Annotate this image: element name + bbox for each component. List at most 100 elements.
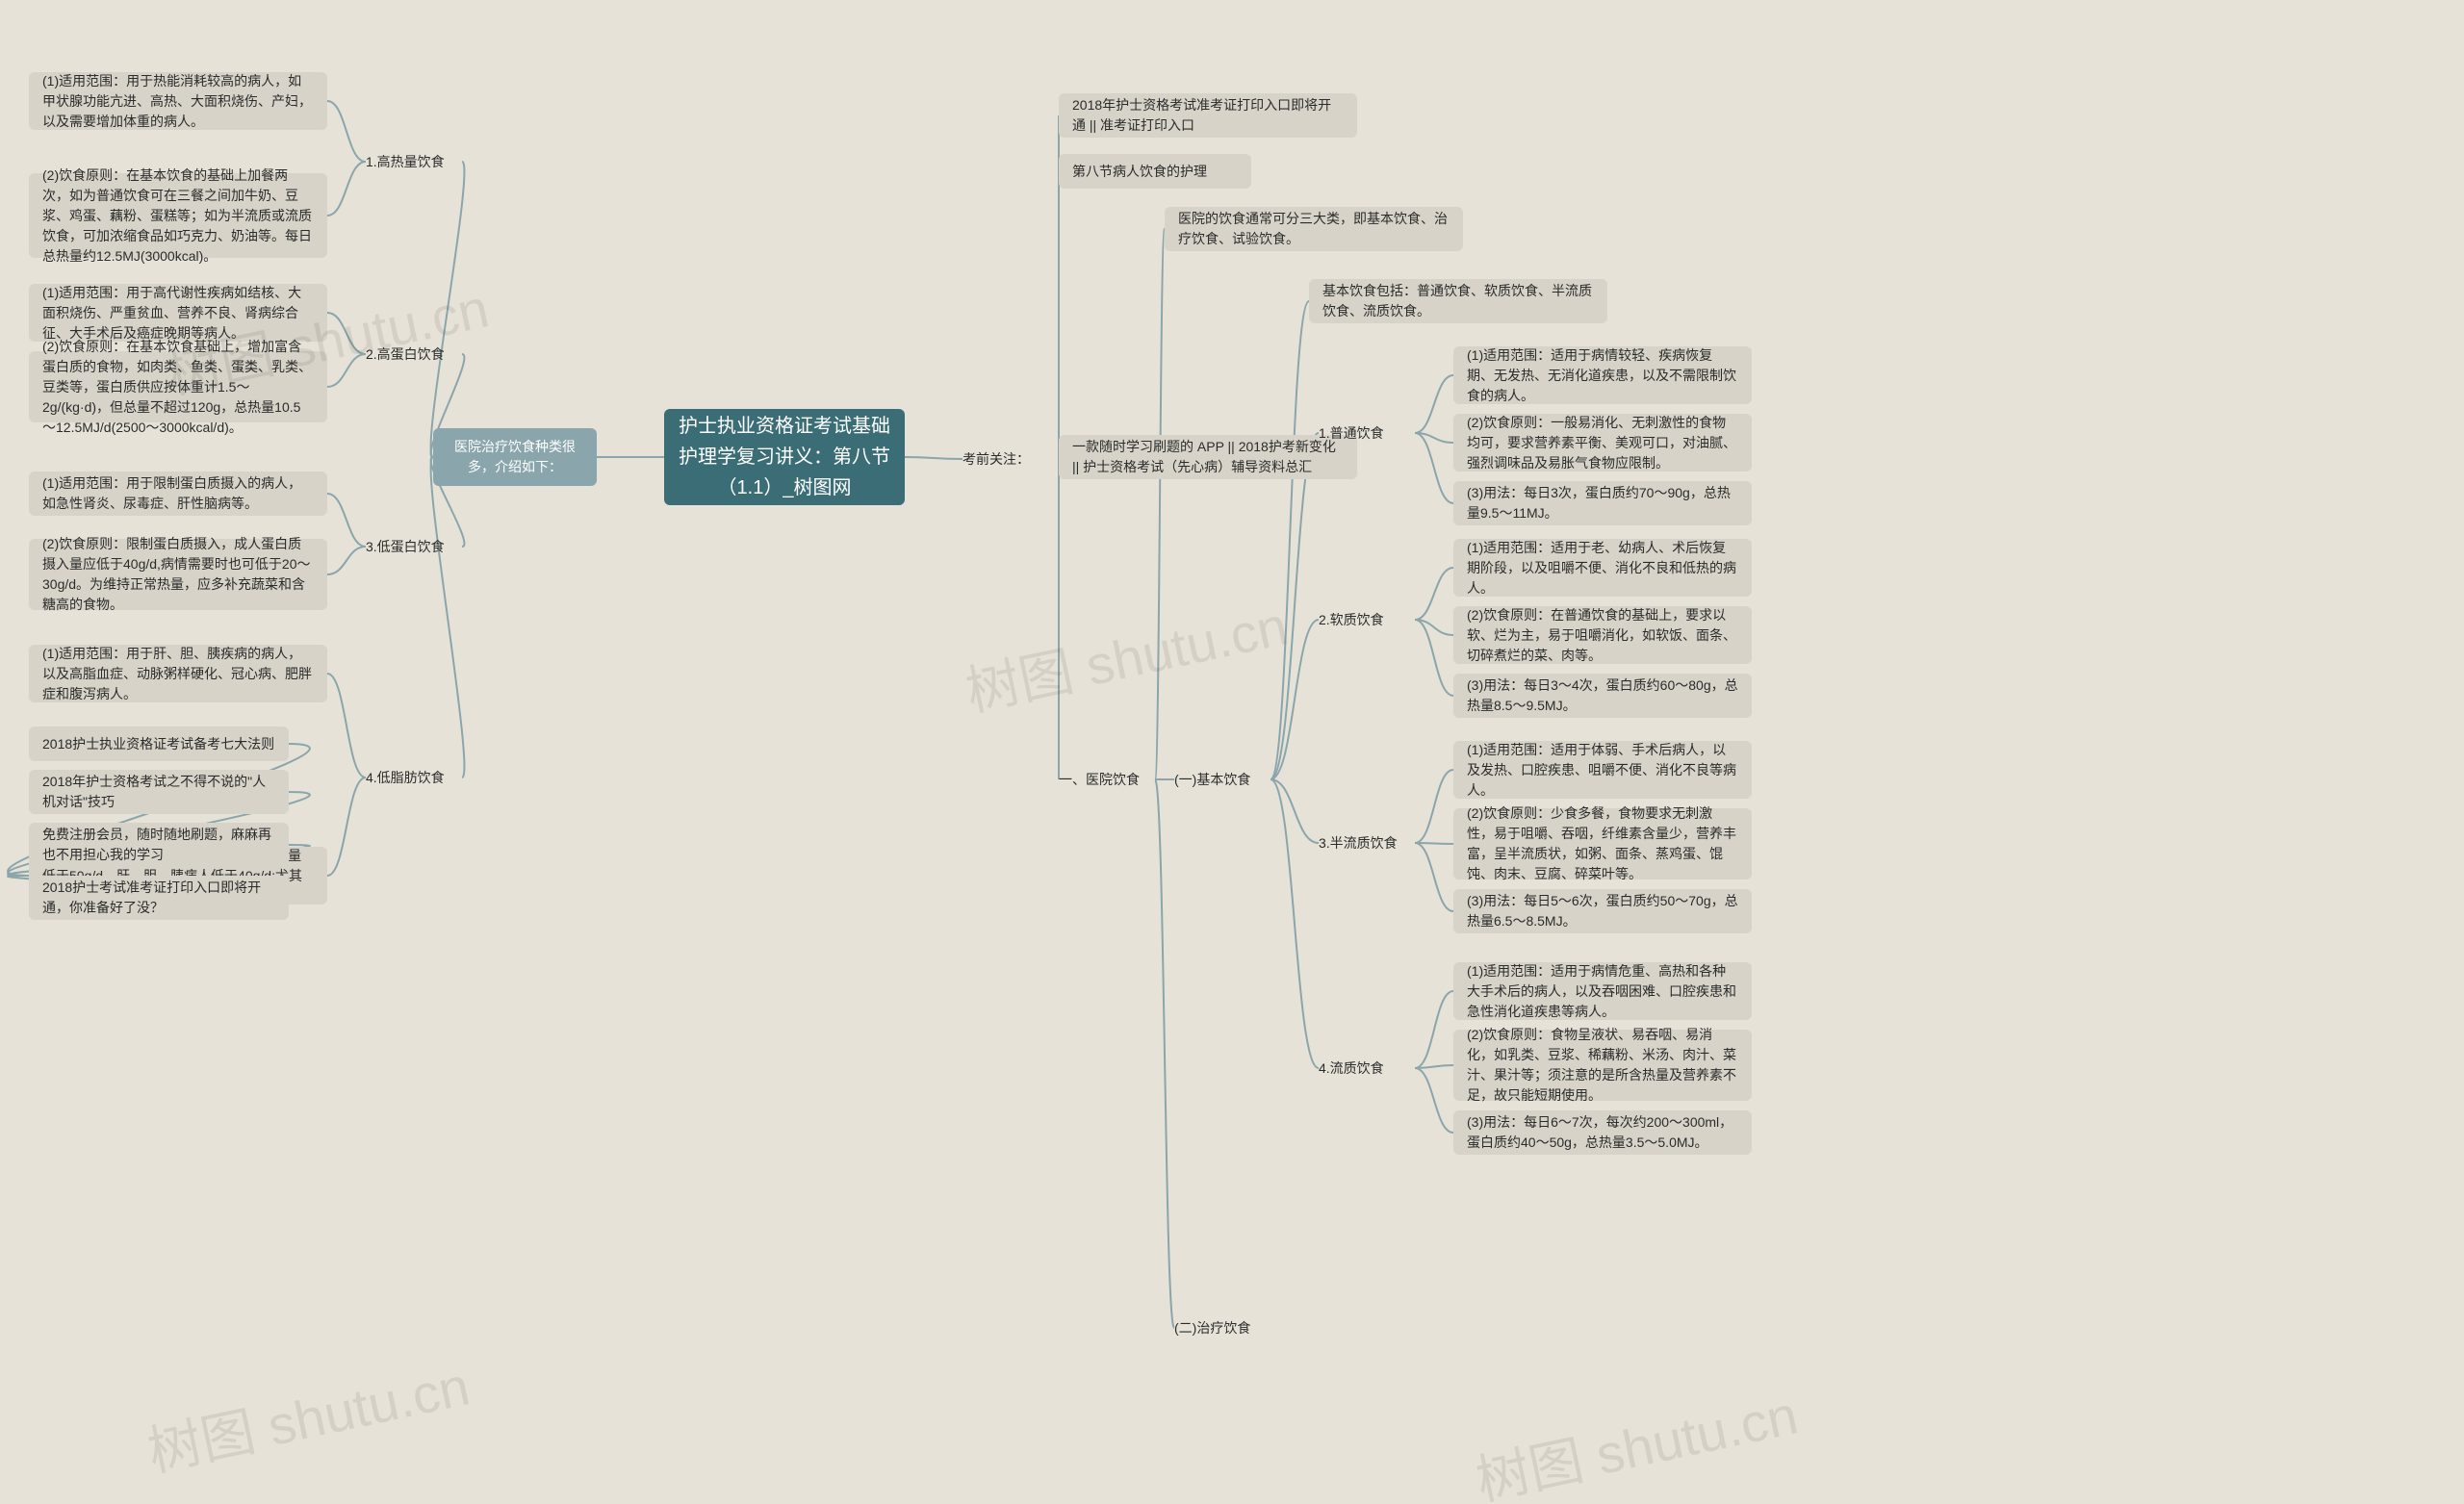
mindmap-leaf-bl4: 2018护士考试准考证打印入口即将开通，你准备好了没？ bbox=[29, 876, 289, 920]
mindmap-leaf-intro: 医院的饮食通常可分三大类，即基本饮食、治疗饮食、试验饮食。 bbox=[1165, 207, 1463, 251]
mindmap-text-高热量: 1.高热量饮食 bbox=[366, 152, 445, 171]
mindmap-leaf-r2: 第八节病人饮食的护理 bbox=[1059, 154, 1251, 189]
node-label: 2018护士执业资格证考试备考七大法则 bbox=[42, 734, 274, 754]
node-label: 基本饮食包括：普通饮食、软质饮食、半流质饮食、流质饮食。 bbox=[1322, 281, 1594, 321]
mindmap-leaf-gd2: (2)饮食原则：在基本饮食基础上，增加富含蛋白质的食物，如肉类、鱼类、蛋类、乳类… bbox=[29, 351, 327, 422]
mindmap-leaf-basic_intro: 基本饮食包括：普通饮食、软质饮食、半流质饮食、流质饮食。 bbox=[1309, 279, 1607, 323]
node-label: (3)用法：每日3～4次，蛋白质约60～80g，总热量8.5～9.5MJ。 bbox=[1467, 676, 1738, 716]
node-label: (1)适用范围：用于热能消耗较高的病人，如甲状腺功能亢进、高热、大面积烧伤、产妇… bbox=[42, 71, 314, 132]
mindmap-text-考前关注: 考前关注： bbox=[962, 449, 1030, 469]
node-label: (2)饮食原则：在基本饮食基础上，增加富含蛋白质的食物，如肉类、鱼类、蛋类、乳类… bbox=[42, 337, 314, 438]
connector bbox=[1415, 843, 1453, 911]
connector bbox=[327, 547, 366, 574]
mindmap-text-流质饮食: 4.流质饮食 bbox=[1319, 1058, 1384, 1078]
connector bbox=[1270, 779, 1319, 1068]
mindmap-leaf-dz1: (1)适用范围：用于肝、胆、胰疾病的病人，以及高脂血症、动脉粥样硬化、冠心病、肥… bbox=[29, 645, 327, 702]
connector bbox=[327, 162, 366, 216]
mindmap-leaf-s3: (3)用法：每日3～4次，蛋白质约60～80g，总热量8.5～9.5MJ。 bbox=[1453, 674, 1752, 718]
mindmap-text-普通饮食: 1.普通饮食 bbox=[1319, 423, 1384, 443]
mindmap-leaf-gd1: (1)适用范围：用于高代谢性疾病如结核、大面积烧伤、严重贫血、营养不良、肾病综合… bbox=[29, 284, 327, 342]
connector bbox=[1415, 433, 1453, 503]
node-label: (2)饮食原则：在基本饮食的基础上加餐两次，如为普通饮食可在三餐之间加牛奶、豆浆… bbox=[42, 166, 314, 267]
node-label: (3)用法：每日3次，蛋白质约70～90g，总热量9.5～11MJ。 bbox=[1467, 483, 1738, 523]
mindmap-leaf-bl3: 免费注册会员，随时随地刷题，麻麻再也不用担心我的学习 bbox=[29, 823, 289, 867]
node-label: (3)用法：每日6～7次，每次约200～300ml，蛋白质约40～50g，总热量… bbox=[1467, 1112, 1738, 1153]
node-label: (2)饮食原则：一般易消化、无刺激性的食物均可，要求营养素平衡、美观可口，对油腻… bbox=[1467, 413, 1738, 473]
connector bbox=[1270, 779, 1319, 843]
connector bbox=[1155, 779, 1174, 1328]
connector bbox=[327, 313, 366, 354]
mindmap-text-半流质饮食: 3.半流质饮食 bbox=[1319, 833, 1398, 853]
connector bbox=[327, 777, 366, 876]
connector bbox=[327, 101, 366, 162]
node-label: 护士执业资格证考试基础护理学复习讲义：第八节（1.1）_树图网 bbox=[678, 411, 891, 503]
mindmap-text-低蛋白: 3.低蛋白饮食 bbox=[366, 537, 445, 556]
node-label: 2018年护士资格考试之不得不说的"人机对话"技巧 bbox=[42, 772, 275, 812]
watermark: 树图 shutu.cn bbox=[140, 1343, 475, 1488]
node-label: 第八节病人饮食的护理 bbox=[1072, 162, 1207, 182]
watermark: 树图 shutu.cn bbox=[958, 583, 1294, 727]
mindmap-text-低脂肪: 4.低脂肪饮食 bbox=[366, 768, 445, 787]
mindmap-leaf-h1: (1)适用范围：适用于体弱、手术后病人，以及发热、口腔疾患、咀嚼不便、消化不良等… bbox=[1453, 741, 1752, 799]
mindmap-leaf-dd2: (2)饮食原则：限制蛋白质摄入，成人蛋白质摄入量应低于40g/d,病情需要时也可… bbox=[29, 539, 327, 610]
connector bbox=[431, 457, 465, 777]
node-label: 医院的饮食通常可分三大类，即基本饮食、治疗饮食、试验饮食。 bbox=[1178, 209, 1450, 249]
connector bbox=[905, 457, 962, 459]
mindmap-branch-左枝: 医院治疗饮食种类很多，介绍如下： bbox=[433, 428, 597, 486]
mindmap-leaf-l3: (3)用法：每日6～7次，每次约200～300ml，蛋白质约40～50g，总热量… bbox=[1453, 1110, 1752, 1155]
node-label: (2)饮食原则：食物呈液状、易吞咽、易消化，如乳类、豆浆、稀藕粉、米汤、肉汁、菜… bbox=[1467, 1025, 1738, 1106]
connector bbox=[1415, 1065, 1453, 1068]
node-label: 免费注册会员，随时随地刷题，麻麻再也不用担心我的学习 bbox=[42, 825, 275, 865]
watermark: 树图 shutu.cn bbox=[1468, 1372, 1804, 1504]
mindmap-text-高蛋白: 2.高蛋白饮食 bbox=[366, 344, 445, 364]
mindmap-root-root: 护士执业资格证考试基础护理学复习讲义：第八节（1.1）_树图网 bbox=[664, 409, 905, 505]
connector bbox=[1270, 433, 1319, 779]
node-label: (1)适用范围：用于限制蛋白质摄入的病人，如急性肾炎、尿毒症、肝性脑病等。 bbox=[42, 473, 314, 514]
mindmap-leaf-l2: (2)饮食原则：食物呈液状、易吞咽、易消化，如乳类、豆浆、稀藕粉、米汤、肉汁、菜… bbox=[1453, 1030, 1752, 1101]
connector bbox=[1270, 620, 1319, 779]
connector bbox=[1415, 843, 1453, 844]
mindmap-leaf-h3: (3)用法：每日5～6次，蛋白质约50～70g，总热量6.5～8.5MJ。 bbox=[1453, 889, 1752, 933]
node-label: (2)饮食原则：在普通饮食的基础上，要求以软、烂为主，易于咀嚼消化，如软饭、面条… bbox=[1467, 605, 1738, 666]
node-label: (3)用法：每日5～6次，蛋白质约50～70g，总热量6.5～8.5MJ。 bbox=[1467, 891, 1738, 931]
mindmap-leaf-gr1: (1)适用范围：用于热能消耗较高的病人，如甲状腺功能亢进、高热、大面积烧伤、产妇… bbox=[29, 72, 327, 130]
connector bbox=[1415, 433, 1453, 443]
node-label: (1)适用范围：用于肝、胆、胰疾病的病人，以及高脂血症、动脉粥样硬化、冠心病、肥… bbox=[42, 644, 314, 704]
connector bbox=[327, 494, 366, 547]
mindmap-leaf-p3: (3)用法：每日3次，蛋白质约70～90g，总热量9.5～11MJ。 bbox=[1453, 481, 1752, 525]
connector bbox=[327, 674, 366, 777]
mindmap-leaf-r3: 一款随时学习刷题的 APP || 2018护考新变化 || 护士资格考试（先心病… bbox=[1059, 435, 1357, 479]
node-label: (2)饮食原则：限制蛋白质摄入，成人蛋白质摄入量应低于40g/d,病情需要时也可… bbox=[42, 534, 314, 615]
connector bbox=[1415, 568, 1453, 620]
connector bbox=[1415, 620, 1453, 696]
mindmap-text-一医院饮食: 一、医院饮食 bbox=[1059, 770, 1140, 789]
connector bbox=[1155, 229, 1165, 779]
mindmap-leaf-s1: (1)适用范围：适用于老、幼病人、术后恢复期阶段，以及咀嚼不便、消化不良和低热的… bbox=[1453, 539, 1752, 597]
connector bbox=[1270, 301, 1309, 779]
connector bbox=[1415, 991, 1453, 1068]
node-label: 医院治疗饮食种类很多，介绍如下： bbox=[447, 437, 583, 477]
connector bbox=[1415, 1068, 1453, 1133]
mindmap-leaf-l1: (1)适用范围：适用于病情危重、高热和各种大手术后的病人，以及吞咽困难、口腔疾患… bbox=[1453, 962, 1752, 1020]
mindmap-leaf-gr2: (2)饮食原则：在基本饮食的基础上加餐两次，如为普通饮食可在三餐之间加牛奶、豆浆… bbox=[29, 173, 327, 258]
node-label: 2018护士考试准考证打印入口即将开通，你准备好了没？ bbox=[42, 878, 275, 918]
connector bbox=[1415, 375, 1453, 433]
node-label: 2018年护士资格考试准考证打印入口即将开通 || 准考证打印入口 bbox=[1072, 95, 1344, 136]
mindmap-leaf-s2: (2)饮食原则：在普通饮食的基础上，要求以软、烂为主，易于咀嚼消化，如软饭、面条… bbox=[1453, 606, 1752, 664]
connector bbox=[327, 354, 366, 387]
mindmap-leaf-r1: 2018年护士资格考试准考证打印入口即将开通 || 准考证打印入口 bbox=[1059, 93, 1357, 138]
mindmap-leaf-dd1: (1)适用范围：用于限制蛋白质摄入的病人，如急性肾炎、尿毒症、肝性脑病等。 bbox=[29, 472, 327, 516]
connector bbox=[1415, 620, 1453, 635]
node-label: (1)适用范围：适用于病情危重、高热和各种大手术后的病人，以及吞咽困难、口腔疾患… bbox=[1467, 961, 1738, 1022]
mindmap-leaf-p1: (1)适用范围：适用于病情较轻、疾病恢复期、无发热、无消化道疾患，以及不需限制饮… bbox=[1453, 346, 1752, 404]
node-label: (2)饮食原则：少食多餐，食物要求无刺激性，易于咀嚼、吞咽，纤维素含量少，营养丰… bbox=[1467, 803, 1738, 884]
mindmap-text-软质饮食: 2.软质饮食 bbox=[1319, 610, 1384, 629]
node-label: (1)适用范围：用于高代谢性疾病如结核、大面积烧伤、严重贫血、营养不良、肾病综合… bbox=[42, 283, 314, 344]
mindmap-leaf-bl1: 2018护士执业资格证考试备考七大法则 bbox=[29, 727, 289, 761]
node-label: 一款随时学习刷题的 APP || 2018护考新变化 || 护士资格考试（先心病… bbox=[1072, 437, 1344, 477]
mindmap-text-治疗饮食: (二)治疗饮食 bbox=[1174, 1318, 1250, 1338]
mindmap-leaf-bl2: 2018年护士资格考试之不得不说的"人机对话"技巧 bbox=[29, 770, 289, 814]
mindmap-text-基本饮食: (一)基本饮食 bbox=[1174, 770, 1250, 789]
connector bbox=[431, 162, 465, 457]
node-label: (1)适用范围：适用于病情较轻、疾病恢复期、无发热、无消化道疾患，以及不需限制饮… bbox=[1467, 345, 1738, 406]
